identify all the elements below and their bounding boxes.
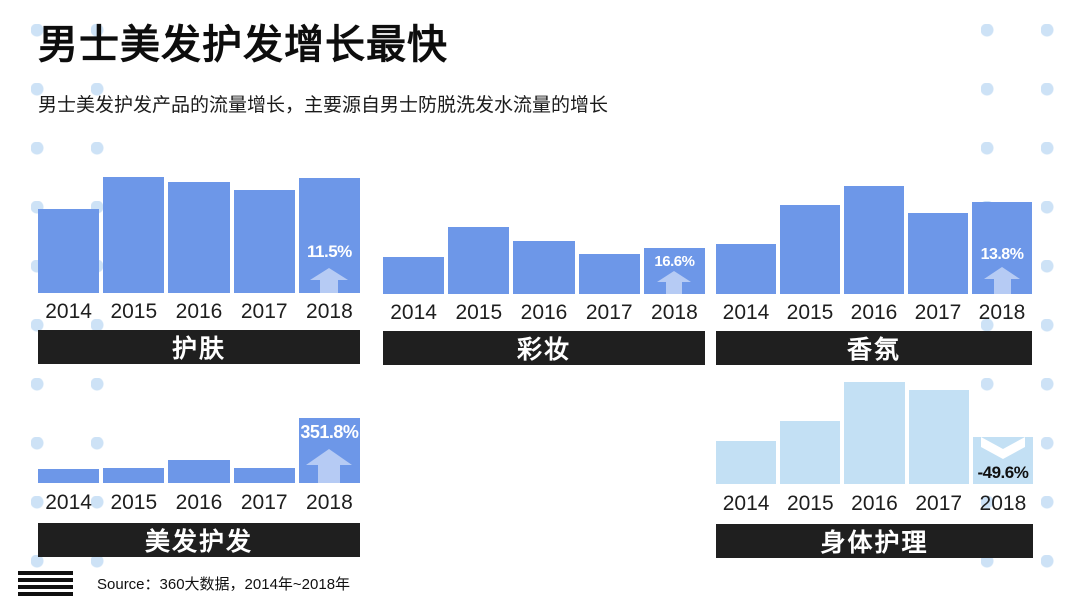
year-axis: 2014 2015 2016 2017 2018 <box>716 484 1033 524</box>
bar-2015 <box>780 421 841 484</box>
up-arrow-icon <box>306 449 353 483</box>
year-axis: 2014 2015 2016 2017 2018 <box>38 483 360 523</box>
bar-2017 <box>908 213 968 294</box>
up-arrow-icon <box>310 268 349 293</box>
bar-2018: 16.6% <box>643 248 706 294</box>
bar-2018: -49.6% <box>972 437 1034 484</box>
bar-2018: 13.8% <box>972 202 1032 294</box>
year-label: 2015 <box>455 300 503 324</box>
year-label: 2017 <box>915 492 963 515</box>
year-label: 2018 <box>306 299 353 323</box>
page-title: 男士美发护发增长最快 <box>38 23 448 67</box>
category-label: 香氛 <box>716 331 1032 365</box>
bar-2018: 351.8% <box>298 418 361 483</box>
year-axis: 2014 2015 2016 2017 2018 <box>38 293 360 330</box>
dot-grid-left <box>31 24 109 576</box>
bar-2014 <box>38 209 100 293</box>
growth-badge: 16.6% <box>644 254 705 294</box>
chart-panel-4: 351.8% 2014 2015 2016 2017 2018 美发护发 <box>38 418 361 557</box>
bar-2017 <box>233 468 295 483</box>
bar-2016 <box>168 182 230 293</box>
year-label: 2017 <box>240 491 288 514</box>
growth-value: 11.5% <box>307 242 352 261</box>
year-label: 2015 <box>110 299 158 323</box>
year-label: 2016 <box>520 300 568 324</box>
chart-panel-3: 13.8% 2014 2015 2016 2017 2018 香氛 <box>716 186 1032 365</box>
bar-group: 351.8% <box>38 418 361 483</box>
bar-2018: 11.5% <box>298 178 361 293</box>
bar-2015 <box>103 177 165 293</box>
category-label: 美发护发 <box>38 523 360 557</box>
growth-badge: 11.5% <box>299 243 360 293</box>
year-label: 2014 <box>45 299 92 323</box>
bar-2014 <box>716 244 776 294</box>
year-label: 2017 <box>585 300 633 324</box>
bar-2015 <box>780 205 840 294</box>
year-label: 2018 <box>651 300 698 324</box>
chart-panel-2: 16.6% 2014 2015 2016 2017 2018 彩妆 <box>383 227 706 365</box>
up-arrow-icon <box>984 267 1020 294</box>
source-row: Source：360大数据，2014年~2018年 <box>18 571 350 596</box>
year-label: 2016 <box>175 491 223 514</box>
year-label: 2017 <box>914 300 962 324</box>
down-arrow-icon <box>980 437 1025 459</box>
bar-group: 13.8% <box>716 186 1032 294</box>
year-label: 2016 <box>850 300 898 324</box>
bar-2016 <box>513 241 575 294</box>
bar-2015 <box>103 468 165 483</box>
category-label: 身体护理 <box>716 524 1033 558</box>
chart-panel-5: -49.6% 2014 2015 2016 2017 2018 身体护理 <box>716 382 1034 558</box>
source-text: Source：360大数据，2014年~2018年 <box>97 576 351 593</box>
year-axis: 2014 2015 2016 2017 2018 <box>716 294 1032 331</box>
year-label: 2014 <box>722 300 770 324</box>
year-label: 2014 <box>45 491 92 514</box>
year-label: 2014 <box>390 300 437 324</box>
year-label: 2017 <box>240 299 288 323</box>
bar-2017 <box>908 390 969 484</box>
bar-2016 <box>844 186 904 294</box>
bar-group: 11.5% <box>38 177 361 293</box>
year-label: 2014 <box>722 492 770 515</box>
growth-badge: 13.8% <box>972 247 1032 294</box>
bar-2016 <box>844 382 905 484</box>
bar-2015 <box>448 227 510 294</box>
bar-2017 <box>233 190 295 293</box>
year-label: 2015 <box>786 300 834 324</box>
year-axis: 2014 2015 2016 2017 2018 <box>383 294 705 331</box>
year-label: 2018 <box>306 491 353 514</box>
bar-group: 16.6% <box>383 227 706 294</box>
bar-2016 <box>168 460 230 483</box>
year-label: 2018 <box>979 492 1027 515</box>
growth-badge: 351.8% <box>299 423 360 483</box>
year-label: 2016 <box>175 299 223 323</box>
growth-value: 16.6% <box>654 253 695 270</box>
growth-value: -49.6% <box>977 463 1029 482</box>
bar-2014 <box>38 469 100 483</box>
menu-icon <box>18 571 73 596</box>
year-label: 2015 <box>110 491 158 514</box>
growth-value: 13.8% <box>980 246 1024 263</box>
up-arrow-icon <box>657 271 692 294</box>
category-label: 彩妆 <box>383 331 705 365</box>
page-subtitle: 男士美发护发产品的流量增长，主要源自男士防脱洗发水流量的增长 <box>38 95 609 116</box>
bar-2014 <box>716 441 777 484</box>
bar-group: -49.6% <box>716 382 1034 484</box>
growth-value: 351.8% <box>300 422 359 442</box>
year-label: 2016 <box>851 492 898 515</box>
year-label: 2018 <box>978 300 1026 324</box>
bar-2014 <box>383 257 445 294</box>
bar-2017 <box>578 254 640 294</box>
chart-panel-1: 11.5% 2014 2015 2016 2017 2018 护肤 <box>38 177 361 364</box>
category-label: 护肤 <box>38 330 360 364</box>
year-label: 2015 <box>786 492 834 515</box>
